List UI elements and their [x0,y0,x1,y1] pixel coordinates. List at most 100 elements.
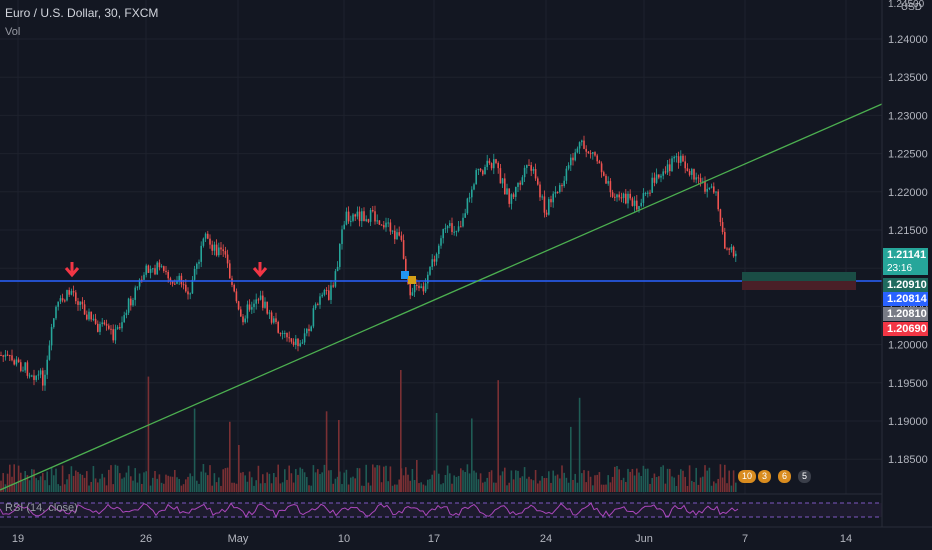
candle-body [301,342,304,344]
down-arrow-marker-1[interactable] [64,262,80,278]
candle-body [545,212,548,215]
down-arrow-marker-2[interactable] [252,262,268,278]
candle-body [638,206,640,210]
candle-body [147,265,150,273]
volume-bar [112,484,114,492]
economic-event-badge[interactable]: 3 [758,470,772,483]
candle-body [589,153,592,155]
candle-body [363,211,365,221]
candle-body [394,230,396,240]
volume-bar [17,465,20,492]
volume-bar [110,465,112,492]
volume-bar [664,483,667,492]
candle-body [88,311,90,320]
candle-body [559,185,561,193]
candle-body [145,265,147,275]
volume-bar [314,472,317,492]
candle-body [156,262,158,275]
volume-bar [341,484,343,492]
volume-bar [211,485,213,492]
volume-bar [653,473,656,492]
ascending-trendline[interactable] [0,103,883,491]
price-axis[interactable]: 1.24000 1.23500 1.23000 1.22500 1.22000 1.215… [888,0,928,466]
volume-bar [61,465,64,492]
candle-body [471,189,473,198]
economic-event-badge[interactable]: 10 [738,470,757,483]
candle-body [270,312,273,323]
volume-bar [347,484,350,492]
volume-bar [493,482,495,492]
rsi-indicator-label[interactable]: RSI (14, close) [5,502,78,514]
candle-body [114,328,117,341]
candle-body [64,300,66,302]
candle-body [636,200,638,210]
volume-bar [367,482,370,492]
volume-bar [649,483,651,492]
volume-bar [207,475,209,492]
candle-body [565,168,568,181]
volume-bar [154,471,156,492]
price-tag-level-3: 1.20810 [883,307,928,321]
volume-bar [735,482,737,492]
candle-body [495,159,497,163]
symbol-title[interactable]: Euro / U.S. Dollar, 30, FXCM [5,6,159,20]
candle-body [330,285,332,300]
volume-bar [22,481,24,492]
volume-bar [490,470,493,492]
long-position-profit-zone[interactable] [742,272,856,281]
currency-label[interactable]: USD [900,2,922,13]
candle-body [466,198,469,214]
volume-bar [125,472,128,492]
volume-bar [592,485,594,492]
volume-bar [561,465,563,492]
price-tick-label: 1.18500 [888,454,928,466]
candle-body [352,214,354,221]
candle-body [22,370,24,372]
candle-body [165,270,167,272]
candle-body [682,155,684,162]
volume-bar [702,476,704,492]
volume-bar [541,476,543,492]
volume-bar [451,483,453,492]
candle-body [48,345,51,360]
volume-bar [136,482,139,492]
volume-bar [618,469,620,492]
volume-bar [457,475,460,492]
volume-bar [350,477,352,492]
volume-bar [383,466,385,492]
volume-bar [468,473,471,492]
candle-body [719,209,722,223]
volume-bar [354,478,356,492]
candlestick-series[interactable] [0,135,737,391]
candle-body [640,202,642,207]
volume-bar [642,465,645,492]
candle-body [691,169,693,175]
candle-body [598,161,601,164]
economic-event-badge[interactable]: 5 [798,470,812,483]
time-axis[interactable]: 19 26 May 10 17 24 Jun 7 14 [12,533,852,545]
price-tick-label: 1.22000 [888,187,928,199]
volume-bar [9,464,11,492]
candle-body [13,360,15,365]
candle-body [620,197,623,199]
drawing-handle[interactable] [401,271,409,279]
volume-indicator-label[interactable]: Vol [5,26,21,38]
candle-body [44,374,46,386]
volume-bar [422,484,425,492]
long-position-loss-zone[interactable] [742,281,856,290]
candle-body [440,238,442,246]
candle-body [367,219,370,222]
volume-bar [413,480,416,492]
drawing-handle-2[interactable] [408,276,416,284]
volume-bar [338,420,340,492]
candle-body [15,359,18,365]
candle-body [724,232,726,249]
volume-bar [693,482,695,492]
candle-body [61,298,64,301]
candle-body [666,164,669,173]
economic-event-badge[interactable]: 6 [778,470,792,483]
candle-body [581,140,583,143]
candle-body [266,301,268,314]
candle-body [378,220,381,225]
